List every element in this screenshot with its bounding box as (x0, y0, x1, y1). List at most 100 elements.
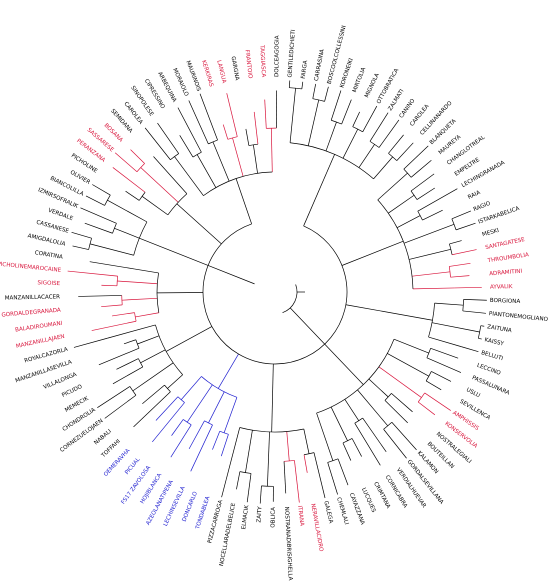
leaf-label: KERKIRAS (200, 60, 214, 88)
leaf-branch (101, 284, 117, 287)
leaf-branch (369, 112, 389, 142)
leaf-label: VERDALE (47, 208, 74, 223)
leaf-branch (116, 358, 139, 370)
internal-branch (134, 268, 159, 274)
clade-connector (104, 194, 111, 206)
clade-connector (227, 136, 238, 140)
leaf-label: LANGUA (215, 60, 226, 84)
leaf-label: CORNEZUELOJAEN (59, 418, 104, 454)
clade-connector (167, 193, 188, 216)
clade-connector (204, 420, 213, 426)
internal-branch (303, 428, 310, 454)
clade-connector (112, 223, 117, 234)
clade-connector (164, 384, 171, 392)
internal-branch (324, 343, 364, 385)
leaf-branch (362, 105, 378, 132)
internal-branch (357, 389, 389, 427)
internal-branch (140, 167, 179, 203)
leaf-branch (422, 209, 443, 221)
leaf-label: MIGNOLA (364, 72, 381, 99)
leaf-label: BORGIONA (490, 298, 521, 305)
internal-branch (289, 88, 296, 143)
internal-branch (358, 144, 375, 168)
internal-branch (307, 99, 320, 146)
leaf-branch (391, 393, 413, 413)
internal-branch (344, 399, 360, 421)
leaf-label: DONCARLO (182, 490, 200, 522)
leaf-label: CANINO (399, 98, 417, 120)
internal-branch (271, 363, 274, 432)
leaf-branch (424, 392, 451, 411)
leaf-branch (101, 304, 123, 308)
leaf-branch (451, 249, 477, 256)
leaf-branch (222, 124, 229, 140)
clade-connector (403, 168, 412, 178)
leaf-label: DOLCEAGOGIA (274, 35, 280, 77)
internal-branch (373, 156, 393, 180)
leaf-label: MANZANILLACACER (5, 294, 61, 301)
leaf-label: TAGGIASCA (258, 44, 266, 78)
internal-branch (186, 384, 213, 423)
leaf-label: TONDABLEA (195, 495, 212, 531)
leaf-branch (199, 93, 218, 141)
leaf-label: MAURINOIS (184, 60, 201, 93)
clade-connector (135, 339, 140, 349)
leaf-branch (403, 145, 429, 170)
internal-branch (341, 240, 404, 266)
leaf-branch (71, 231, 92, 239)
internal-branch (235, 178, 252, 225)
leaf-label: PIZZACARROGA (207, 499, 224, 544)
leaf-label: CHEMLALI (335, 497, 349, 526)
leaf-label: MANZANILLAJAEN (16, 334, 66, 350)
internal-branch (167, 374, 183, 389)
leaf-label: GARGNA (229, 56, 239, 81)
root-connector (282, 284, 298, 313)
leaf-label: CASSANESE (35, 220, 69, 235)
leaf-branch (253, 111, 259, 145)
internal-branch (89, 243, 134, 256)
internal-branch (377, 172, 408, 201)
leaf-label: AMIGDALOLIA (27, 233, 66, 247)
leaf-branch (451, 210, 472, 220)
internal-branch (412, 287, 455, 290)
internal-branch (396, 215, 421, 229)
leaf-label: BALADIROUMANI (15, 321, 63, 334)
internal-branch (403, 224, 455, 244)
internal-branch (117, 280, 158, 285)
clade-connector (426, 348, 431, 358)
leaf-label: ZAITY (256, 506, 263, 523)
leaf-branch (245, 128, 250, 146)
leaf-label: OBLICA (271, 507, 277, 528)
leaf-branch (480, 325, 485, 327)
leaf-branch (431, 371, 452, 382)
leaf-branch (190, 424, 213, 472)
leaf-branch (288, 80, 291, 88)
leaf-label: PIANTONEMOGLIANO (489, 311, 549, 323)
leaf-branch (283, 461, 287, 494)
leaf-label: MESKI (482, 228, 501, 238)
leaf-label: KORONEIKI (339, 57, 354, 88)
leaf-branch (114, 152, 138, 172)
leaf-branch (144, 127, 171, 160)
leaf-branch (188, 100, 209, 145)
clade-connector (219, 430, 229, 435)
leaf-branch (303, 454, 308, 473)
leaf-branch (330, 90, 342, 121)
clade-connector (417, 210, 423, 221)
leaf-branch (294, 460, 300, 503)
leaf-label: GENTILEDICHIETI (288, 29, 297, 78)
internal-branch (270, 128, 273, 173)
leaf-branch (112, 167, 146, 193)
leaf-label: CARRASINA (314, 49, 326, 82)
leaf-label: BELLUTI (480, 350, 504, 362)
internal-branch (345, 304, 433, 321)
leaf-branch (85, 195, 105, 206)
internal-branch (180, 376, 202, 400)
internal-branch (267, 431, 270, 487)
leaf-branch (410, 159, 432, 178)
internal-branch (245, 430, 253, 473)
clade-connector (462, 299, 464, 311)
leaf-branch (425, 380, 442, 391)
internal-branch (140, 349, 166, 364)
internal-branch (176, 203, 222, 245)
